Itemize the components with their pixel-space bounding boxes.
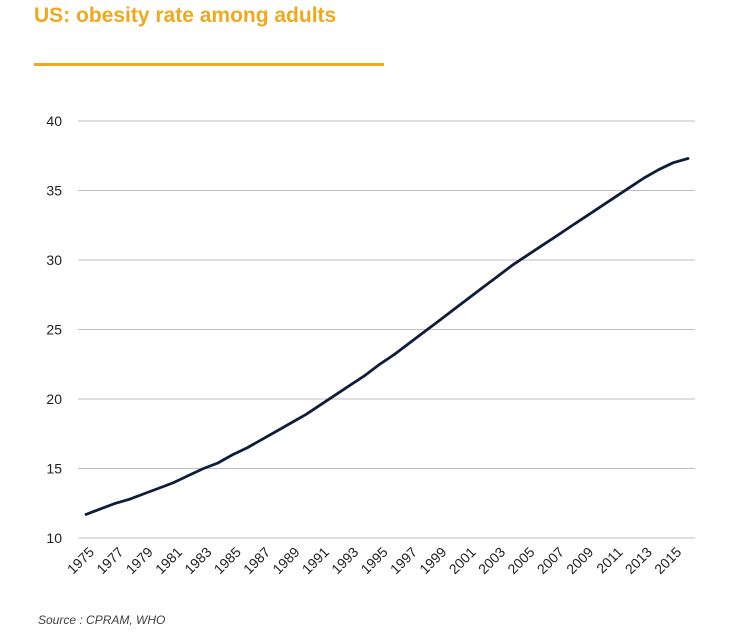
series-line-0 bbox=[84, 157, 690, 516]
data-point-2015 bbox=[672, 161, 675, 164]
data-point-1994 bbox=[363, 374, 367, 377]
data-point-2005 bbox=[525, 254, 528, 258]
y-tick-label: 30 bbox=[46, 252, 62, 268]
data-point-2000 bbox=[451, 308, 455, 312]
data-point-1979 bbox=[143, 492, 146, 495]
data-point-2007 bbox=[554, 235, 558, 238]
data-point-1988 bbox=[275, 429, 279, 433]
data-point-1989 bbox=[290, 421, 293, 424]
x-tick-label: 1989 bbox=[269, 544, 302, 577]
data-point-2016 bbox=[686, 157, 690, 160]
y-tick-label: 10 bbox=[46, 530, 62, 546]
data-point-2008 bbox=[569, 225, 572, 228]
y-tick-label: 35 bbox=[46, 183, 62, 199]
data-point-2002 bbox=[481, 286, 484, 289]
data-point-1995 bbox=[378, 363, 381, 366]
data-point-1992 bbox=[334, 393, 337, 397]
data-point-1997 bbox=[407, 342, 411, 345]
data-point-2010 bbox=[598, 205, 602, 209]
y-tick-label: 20 bbox=[46, 391, 62, 407]
data-point-2003 bbox=[495, 275, 499, 278]
data-point-2009 bbox=[584, 215, 587, 219]
data-point-1991 bbox=[319, 403, 323, 406]
y-tick-label: 25 bbox=[46, 322, 62, 338]
data-point-2014 bbox=[657, 168, 660, 171]
x-tick-label: 1975 bbox=[64, 544, 97, 577]
source-note: Source : CPRAM, WHO bbox=[38, 613, 166, 627]
x-tick-label: 1995 bbox=[357, 544, 390, 577]
data-point-2006 bbox=[539, 244, 543, 248]
x-tick-label: 1999 bbox=[416, 544, 449, 577]
x-tick-label: 1987 bbox=[240, 544, 273, 577]
x-tick-label: 2001 bbox=[446, 544, 479, 577]
x-tick-label: 1977 bbox=[93, 544, 126, 577]
data-point-2012 bbox=[628, 186, 631, 189]
x-tick-label: 2003 bbox=[475, 544, 508, 577]
x-tick-label: 1979 bbox=[123, 544, 156, 577]
x-tick-label: 1985 bbox=[211, 544, 244, 577]
data-point-1976 bbox=[99, 507, 102, 511]
data-point-1986 bbox=[246, 446, 249, 449]
x-tick-label: 2013 bbox=[622, 544, 655, 577]
data-point-2001 bbox=[466, 297, 469, 301]
x-tick-label: 1993 bbox=[328, 544, 361, 577]
data-point-1996 bbox=[393, 353, 396, 356]
x-tick-label: 2005 bbox=[504, 544, 537, 577]
data-point-1999 bbox=[437, 319, 440, 323]
data-point-1985 bbox=[231, 453, 235, 456]
data-point-1980 bbox=[158, 486, 161, 490]
x-tick-label: 2009 bbox=[563, 544, 596, 577]
data-point-1977 bbox=[114, 502, 117, 505]
x-tick-label: 2007 bbox=[534, 544, 567, 577]
x-tick-label: 2011 bbox=[593, 544, 626, 577]
chart-title: US: obesity rate among adults bbox=[34, 4, 337, 27]
x-tick-label: 1997 bbox=[387, 544, 420, 577]
data-point-1982 bbox=[187, 474, 190, 477]
x-tick-label: 2015 bbox=[651, 544, 684, 577]
x-tick-label: 1983 bbox=[181, 544, 214, 577]
data-point-1984 bbox=[216, 461, 220, 465]
data-point-1990 bbox=[305, 413, 308, 416]
data-point-1987 bbox=[260, 438, 264, 441]
title-underline bbox=[34, 63, 384, 66]
data-point-1983 bbox=[202, 467, 205, 470]
x-tick-label: 1981 bbox=[152, 544, 185, 577]
data-point-2013 bbox=[642, 176, 646, 180]
y-tick-label: 15 bbox=[46, 461, 62, 477]
data-point-1981 bbox=[172, 481, 176, 484]
data-point-1993 bbox=[349, 383, 352, 387]
y-tick-label: 40 bbox=[46, 113, 62, 129]
data-point-1998 bbox=[422, 331, 425, 334]
data-point-1975 bbox=[84, 513, 88, 516]
data-point-2004 bbox=[510, 264, 514, 267]
x-tick-label: 1991 bbox=[299, 544, 332, 577]
data-point-2011 bbox=[613, 196, 616, 199]
data-point-1978 bbox=[128, 497, 132, 501]
